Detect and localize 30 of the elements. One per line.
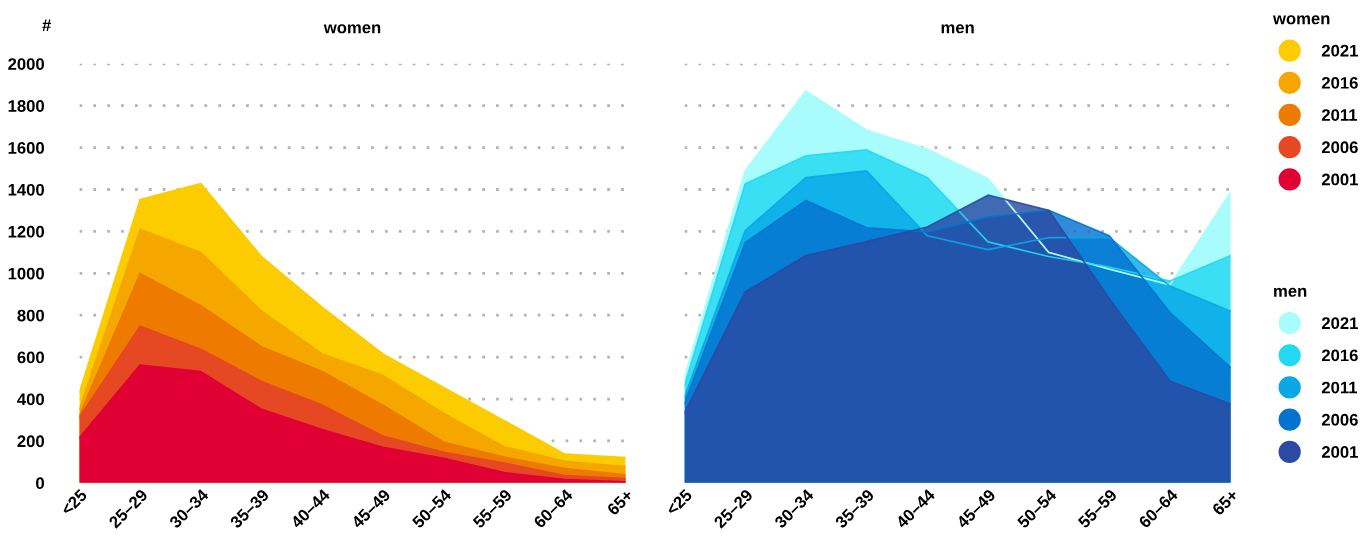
y-tick-label: 400 bbox=[17, 393, 44, 406]
y-tick-label: 1400 bbox=[8, 183, 44, 196]
legend-label: 2006 bbox=[1321, 413, 1358, 426]
y-tick-label: 800 bbox=[17, 309, 44, 322]
legend-title: men bbox=[1274, 287, 1307, 297]
legend-label: 2016 bbox=[1321, 349, 1358, 362]
y-axis-title: # bbox=[42, 19, 51, 31]
legend-label: 2001 bbox=[1321, 446, 1358, 458]
y-tick-label: 600 bbox=[17, 351, 44, 364]
x-tick-label: <25 bbox=[665, 488, 693, 516]
legend-label: 2001 bbox=[1321, 173, 1358, 186]
y-tick-label: 0 bbox=[36, 477, 44, 490]
legend-label: 2021 bbox=[1321, 44, 1358, 57]
legend-title: women bbox=[1272, 15, 1330, 25]
y-tick-label: 1000 bbox=[8, 267, 44, 280]
y-tick-label: 1800 bbox=[8, 100, 44, 112]
y-tick-label: 1600 bbox=[8, 141, 44, 154]
legend-label: 2011 bbox=[1321, 109, 1358, 121]
x-tick-label: <25 bbox=[60, 488, 88, 516]
legend-label: 2021 bbox=[1321, 317, 1358, 330]
legend-label: 2006 bbox=[1321, 141, 1358, 154]
legend-label: 2011 bbox=[1321, 381, 1358, 394]
chart-title: men bbox=[941, 24, 974, 34]
legend-label: 2016 bbox=[1321, 76, 1358, 89]
chart-title: women bbox=[323, 24, 381, 34]
x-tick-label: 65+ bbox=[606, 488, 634, 516]
y-tick-label: 2000 bbox=[8, 58, 44, 70]
y-tick-label: 1200 bbox=[8, 225, 44, 238]
x-tick-label: 65+ bbox=[1211, 488, 1239, 516]
y-tick-label: 200 bbox=[17, 435, 44, 448]
